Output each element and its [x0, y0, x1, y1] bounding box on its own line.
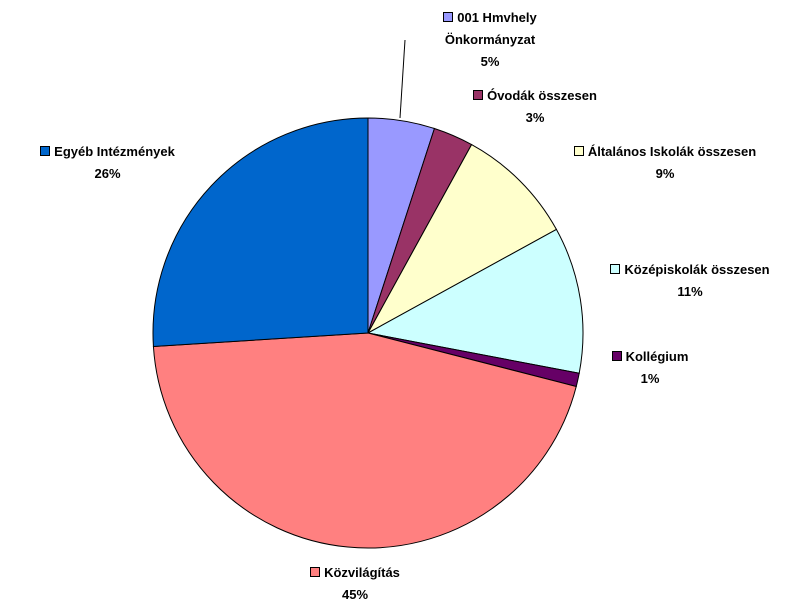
value-label: 3% — [525, 110, 545, 125]
category-name: Általános Iskolák összesen — [587, 144, 757, 159]
leader-line — [399, 39, 406, 119]
label-name: 001 Hmvhely Önkormányzat — [410, 7, 570, 51]
data-label: Általános Iskolák összesen 9% — [520, 141, 809, 185]
legend-swatch — [610, 264, 621, 274]
legend-swatch — [443, 12, 454, 22]
value-label: 26% — [94, 166, 121, 181]
data-label: Egyéb Intézmények 26% — [0, 141, 215, 185]
data-label: Kollégium 1% — [570, 346, 730, 390]
category-name: Kollégium — [625, 349, 689, 364]
value-label: 5% — [480, 54, 500, 69]
legend-swatch — [473, 90, 484, 100]
value-label: 11% — [677, 284, 703, 299]
category-name: 001 Hmvhely Önkormányzat — [444, 10, 537, 47]
value-label: 9% — [655, 166, 675, 181]
label-name: Óvodák összesen — [455, 85, 615, 107]
pie-slice — [366, 228, 584, 374]
value-label: 45% — [341, 587, 369, 602]
data-label: Közvilágítás 45% — [255, 562, 455, 602]
legend-swatch — [310, 567, 321, 577]
label-name: Kollégium — [570, 346, 730, 368]
data-label: Óvodák összesen 3% — [455, 85, 615, 129]
category-name: Óvodák összesen — [487, 88, 597, 103]
label-name: Általános Iskolák összesen — [520, 141, 809, 163]
value-label: 1% — [640, 371, 660, 386]
pie-slice — [152, 332, 577, 549]
label-name: Egyéb Intézmények — [0, 141, 215, 163]
label-name: Középiskolák összesen — [570, 259, 809, 281]
pie-slice — [152, 117, 369, 348]
category-name: Középiskolák összesen — [624, 262, 770, 277]
data-label: Középiskolák összesen 11% — [570, 259, 809, 303]
legend-swatch — [611, 351, 622, 361]
label-name: Közvilágítás — [255, 562, 455, 584]
pie-slice — [366, 143, 558, 335]
category-name: Egyéb Intézmények — [54, 144, 175, 159]
data-label: 001 Hmvhely Önkormányzat 5% — [410, 7, 570, 73]
category-name: Közvilágítás — [324, 565, 400, 580]
legend-swatch — [40, 146, 51, 156]
legend-swatch — [573, 146, 584, 156]
